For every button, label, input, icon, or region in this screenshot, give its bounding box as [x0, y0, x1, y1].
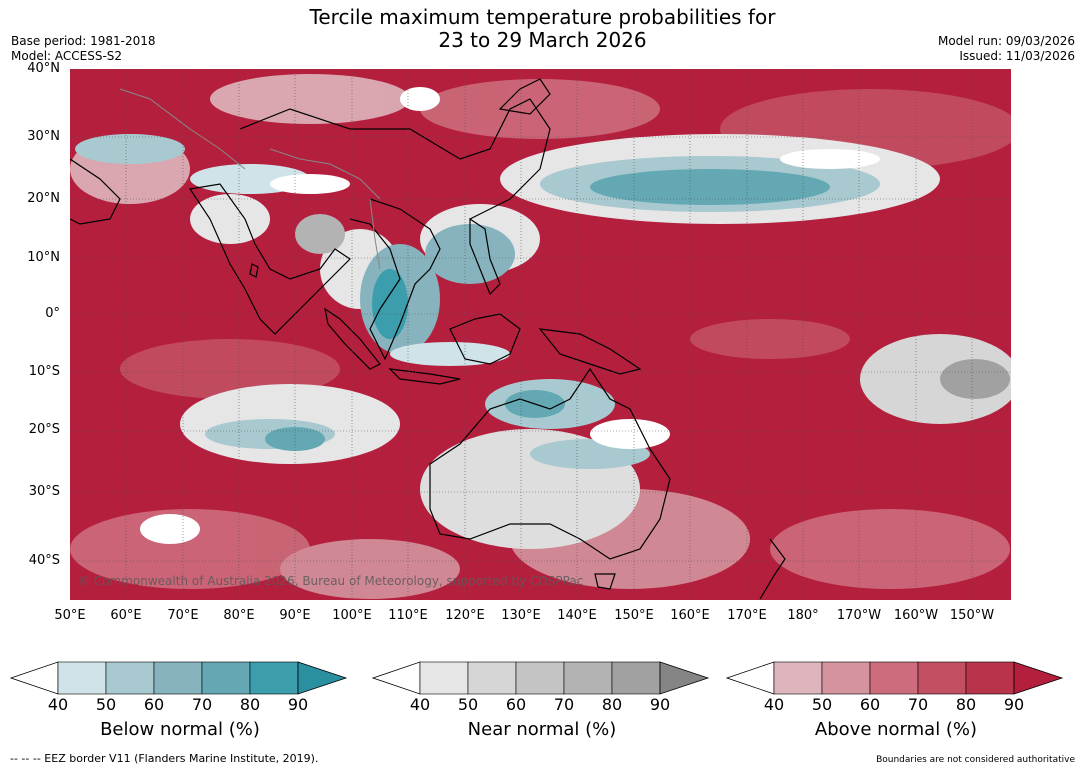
lon-label: 110°E — [388, 608, 428, 623]
below-normal-regions — [75, 134, 880, 469]
colorbar-swatch — [419, 661, 469, 695]
base-period: Base period: 1981-2018 — [11, 34, 156, 48]
lat-label-0: 0° — [45, 306, 60, 321]
colorbar-tick-label: 50 — [95, 695, 117, 714]
lon-label: 160°W — [893, 608, 939, 623]
lon-label: 70°E — [167, 608, 199, 623]
lon-label: 100°E — [332, 608, 372, 623]
colorbar-tick-label: 40 — [47, 695, 69, 714]
colorbar-swatch — [105, 661, 155, 695]
colorbar-swatch — [773, 661, 823, 695]
colorbar-tick-label: 70 — [553, 695, 575, 714]
colorbar-tick-label: 90 — [287, 695, 309, 714]
lon-label: 160°E — [670, 608, 710, 623]
colorbar-tick-label: 60 — [505, 695, 527, 714]
lon-label: 180° — [787, 608, 819, 623]
colorbar-swatch — [563, 661, 613, 695]
colorbar-tick-label: 90 — [649, 695, 671, 714]
eez-border-note: -- -- -- EEZ border V11 (Flanders Marine… — [10, 752, 319, 765]
colorbar-swatch — [467, 661, 517, 695]
colorbar-tick-label: 80 — [601, 695, 623, 714]
colorbar-tick-label: 70 — [907, 695, 929, 714]
below-normal-colorbar: 40 50 60 70 80 90 Below normal (%) — [10, 661, 350, 740]
colorbar-swatch — [611, 661, 661, 695]
colorbar-extend-low — [10, 661, 59, 695]
probability-map: © Commonwealth of Australia 2026, Bureau… — [70, 69, 1011, 600]
map-title-line1: Tercile maximum temperature probabilitie… — [309, 5, 776, 29]
colorbar-label: Below normal (%) — [100, 719, 260, 740]
colorbar-extend-low — [372, 661, 421, 695]
colorbar-swatches — [726, 661, 1064, 695]
lat-label-20n: 20°N — [27, 191, 60, 206]
white-regions — [140, 87, 880, 544]
colorbar-tick-label: 60 — [859, 695, 881, 714]
lon-label: 80°E — [223, 608, 255, 623]
lat-label-10n: 10°N — [27, 250, 60, 265]
lat-label-40n: 40°N — [27, 61, 60, 76]
graticule — [70, 69, 1011, 600]
lon-label: 170°W — [836, 608, 882, 623]
colorbar-extend-low — [726, 661, 775, 695]
colorbar-tick-label: 50 — [457, 695, 479, 714]
colorbar-tick-label: 40 — [763, 695, 785, 714]
model-name: Model: ACCESS-S2 — [11, 49, 123, 63]
colorbar-label: Near normal (%) — [467, 719, 617, 740]
colorbar-extend-high — [1013, 661, 1064, 695]
lon-label: 170°E — [727, 608, 767, 623]
colorbar-tick-label: 70 — [191, 695, 213, 714]
issued-date: Issued: 11/03/2026 — [959, 49, 1075, 63]
colorbar-label: Above normal (%) — [814, 719, 978, 740]
lat-label-40s: 40°S — [28, 553, 60, 568]
copyright-notice: © Commonwealth of Australia 2026, Bureau… — [78, 574, 584, 588]
colorbar-tick-label: 40 — [409, 695, 431, 714]
country-borders — [119, 88, 381, 270]
lat-label-30s: 30°S — [28, 484, 60, 499]
colorbar-tick-label: 80 — [239, 695, 261, 714]
colorbar-swatch — [917, 661, 967, 695]
lat-label-10s: 10°S — [28, 364, 60, 379]
lat-label-30n: 30°N — [27, 129, 60, 144]
model-run: Model run: 09/03/2026 — [937, 34, 1075, 48]
above-normal-colorbar: 40 50 60 70 80 90 Above normal (%) — [726, 661, 1066, 740]
colorbar-swatches — [10, 661, 348, 695]
lon-label: 150°W — [949, 608, 995, 623]
colorbar-tick-label: 90 — [1003, 695, 1025, 714]
colorbar-tick-label: 50 — [811, 695, 833, 714]
coastlines — [70, 78, 786, 600]
map-title-line2: 23 to 29 March 2026 — [438, 28, 647, 52]
lon-label: 150°E — [614, 608, 654, 623]
lon-label: 140°E — [557, 608, 597, 623]
lat-label-20s: 20°S — [28, 422, 60, 437]
colorbar-tick-label: 60 — [143, 695, 165, 714]
lon-label: 130°E — [501, 608, 541, 623]
colorbar-swatch — [57, 661, 107, 695]
colorbar-tick-label: 80 — [955, 695, 977, 714]
lon-label: 90°E — [279, 608, 311, 623]
colorbar-extend-high — [297, 661, 348, 695]
boundaries-disclaimer: Boundaries are not considered authoritat… — [876, 755, 1075, 765]
lon-label: 50°E — [54, 608, 86, 623]
colorbar-swatch — [869, 661, 919, 695]
colorbar-swatch — [249, 661, 299, 695]
colorbar-swatch — [515, 661, 565, 695]
colorbar-extend-high — [659, 661, 710, 695]
near-normal-colorbar: 40 50 60 70 80 90 Near normal (%) — [372, 661, 712, 740]
map-canvas — [70, 69, 1011, 600]
lon-label: 120°E — [445, 608, 485, 623]
colorbar-swatch — [821, 661, 871, 695]
lon-label: 60°E — [110, 608, 142, 623]
colorbar-swatch — [965, 661, 1015, 695]
colorbar-swatch — [153, 661, 203, 695]
colorbar-swatches — [372, 661, 710, 695]
colorbar-swatch — [201, 661, 251, 695]
